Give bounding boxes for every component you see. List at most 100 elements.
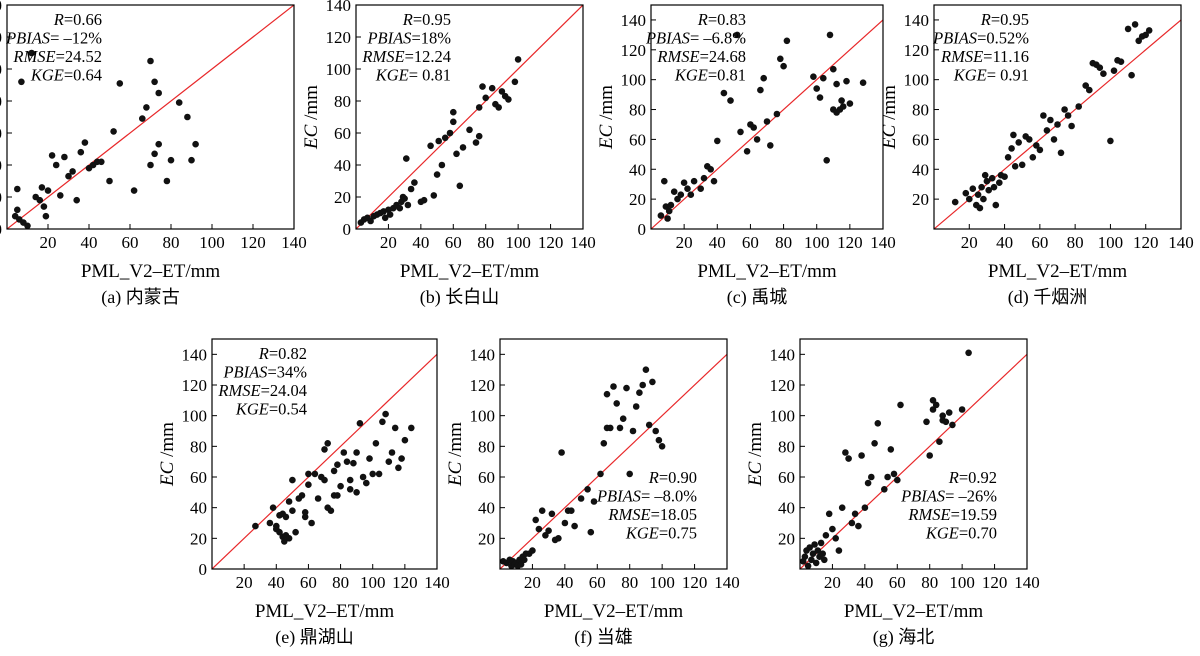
data-point [757, 86, 764, 94]
data-point [403, 155, 410, 162]
y-tick-label: 140 [0, 0, 2, 15]
data-point [404, 201, 412, 209]
stat-r: R=0.82 [258, 344, 307, 363]
data-point [992, 201, 1000, 209]
data-point [645, 421, 653, 429]
plot-frame [499, 338, 728, 570]
data-point [446, 129, 454, 137]
data-point [820, 74, 827, 82]
data-point [521, 556, 528, 564]
stat-value: =0.70 [959, 524, 997, 543]
y-tick-label: 140 [470, 345, 496, 364]
data-point [812, 559, 820, 567]
data-point [642, 366, 650, 374]
scatter-panel-6: 20 40 60 80 100 120 140 20 40 60 80 100 120 140 PML_V2… [445, 338, 740, 648]
data-point [655, 436, 663, 444]
stat-r: R=0.90 [648, 468, 697, 487]
panel-caption: (e) 鼎湖山 [275, 627, 353, 648]
x-tick-label: 140 [1014, 573, 1040, 592]
data-point [420, 196, 428, 204]
data-point [475, 104, 483, 111]
x-axis-label: PML_V2–ET/mm [544, 601, 684, 622]
y-tick-label: 80 [190, 437, 207, 456]
data-point [1068, 122, 1075, 130]
data-point [276, 528, 283, 536]
y-axis-label-var: EC [745, 461, 766, 487]
data-point [661, 177, 668, 185]
stat-pbias: PBIAS= –12% [5, 29, 102, 48]
panel-caption: (g) 海北 [873, 627, 935, 648]
plot-frame [6, 4, 295, 230]
data-point [823, 157, 830, 164]
data-point [450, 108, 457, 116]
stat-pbias: PBIAS= –8.0% [596, 487, 697, 506]
data-point [456, 182, 464, 190]
data-point [584, 486, 591, 493]
data-point [538, 507, 546, 514]
plot-frame [355, 4, 584, 230]
y-tick-label: 40 [190, 499, 207, 518]
panel-caption: (d) 千烟洲 [1008, 287, 1088, 308]
data-point [1110, 67, 1118, 74]
data-point [629, 427, 637, 435]
x-tick-label: 80 [921, 573, 938, 592]
data-point [667, 201, 675, 209]
data-point [1082, 82, 1089, 89]
stat-rmse: RMSE=24.68 [656, 47, 746, 66]
data-point [851, 510, 859, 518]
one-to-one-line [500, 353, 727, 569]
y-tick-label: 80 [478, 437, 495, 456]
x-axis-label: PML_V2–ET/mm [697, 261, 837, 282]
x-tick-label: 140 [281, 233, 307, 252]
data-point [57, 192, 64, 199]
y-tick-label: 80 [912, 101, 929, 120]
data-point [36, 196, 44, 204]
x-tick-label: 140 [870, 233, 896, 252]
data-point [690, 177, 698, 185]
data-point [334, 461, 341, 469]
data-point [450, 118, 457, 126]
y-tick-label: 120 [904, 41, 930, 60]
data-point [753, 136, 761, 143]
data-point [600, 440, 608, 447]
data-point [1036, 146, 1044, 154]
stat-name: RMSE [217, 381, 260, 400]
stat-pbias: PBIAS=34% [222, 363, 307, 382]
data-point [590, 498, 598, 505]
data-point [1086, 86, 1093, 94]
data-point [289, 507, 296, 514]
data-point [337, 482, 344, 490]
y-axis-label-unit: /mm [745, 422, 766, 462]
data-point [926, 452, 933, 459]
data-point [868, 473, 875, 481]
data-point [459, 144, 467, 151]
data-point [298, 492, 306, 499]
data-point [1145, 27, 1153, 34]
data-point [983, 177, 991, 185]
x-axis-label: PML_V2–ET/mm [81, 261, 221, 282]
y-tick-label: 60 [334, 124, 351, 143]
data-point [466, 126, 473, 134]
stat-value: =34% [267, 363, 307, 382]
data-point [385, 458, 393, 466]
data-point [106, 177, 113, 185]
y-tick-label: 120 [326, 28, 352, 47]
data-point [832, 535, 839, 542]
x-tick-label: 80 [1067, 233, 1084, 252]
data-point [143, 104, 150, 111]
data-point [597, 470, 604, 478]
data-point [398, 455, 405, 462]
data-point [356, 420, 364, 427]
data-point [38, 184, 46, 191]
data-point [619, 415, 627, 423]
data-point [829, 525, 836, 533]
scatter-panel-3: 20 40 60 80 100 120 140 0 20 40 60 80 100 120 140 PML_V… [596, 4, 896, 308]
x-tick-label: 40 [709, 233, 726, 252]
data-point [687, 191, 695, 198]
data-point [346, 476, 354, 484]
x-tick-label: 100 [649, 573, 675, 592]
x-tick-label: 20 [40, 233, 57, 252]
x-tick-label: 60 [742, 233, 759, 252]
